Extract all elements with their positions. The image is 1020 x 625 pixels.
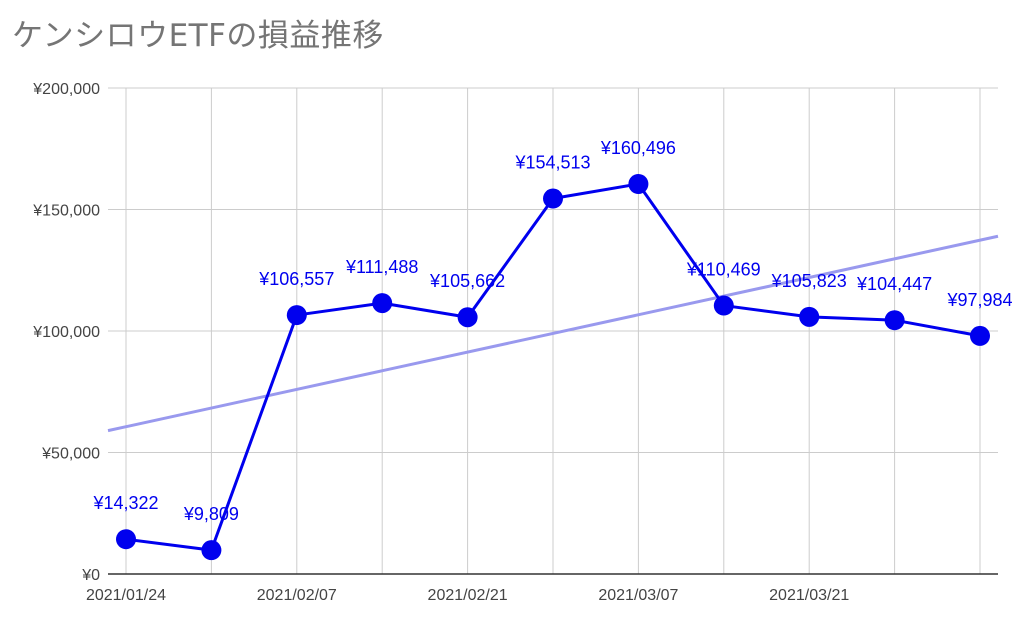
data-point (116, 529, 136, 550)
data-points (116, 173, 990, 561)
y-tick-label: ¥0 (81, 567, 100, 584)
x-axis-ticks: 2021/01/24 2021/02/07 2021/02/21 2021/03/07… (86, 587, 849, 604)
data-point (713, 295, 734, 316)
data-label: ¥105,662 (429, 271, 505, 291)
data-point (372, 293, 393, 314)
chart-title: ケンシロウETFの損益推移 (12, 18, 384, 54)
y-tick-label: ¥150,000 (32, 203, 100, 220)
x-tick-label: 2021/03/21 (769, 587, 849, 604)
x-tick-label: 2021/01/24 (86, 587, 166, 604)
data-point (201, 540, 222, 561)
x-tick-label: 2021/03/07 (598, 587, 678, 604)
data-label: ¥110,469 (686, 260, 761, 280)
x-tick-label: 2021/02/07 (257, 587, 337, 604)
data-point (457, 307, 478, 328)
data-label: ¥14,322 (92, 493, 158, 513)
y-axis-ticks: ¥0 ¥50,000 ¥100,000 ¥150,000 ¥200,000 (32, 81, 100, 584)
data-point (884, 310, 905, 331)
data-point (970, 325, 990, 346)
data-point (799, 306, 820, 327)
data-label: ¥160,496 (600, 138, 676, 158)
data-label: ¥104,447 (856, 274, 932, 294)
data-point (628, 173, 649, 194)
data-label: ¥106,557 (258, 269, 334, 289)
data-label: ¥9,809 (183, 504, 239, 524)
x-tick-label: 2021/02/21 (428, 587, 508, 604)
data-label: ¥105,823 (771, 271, 847, 291)
trendline-line (107, 234, 999, 433)
trendline (107, 234, 999, 433)
y-tick-label: ¥100,000 (32, 324, 100, 341)
data-label: ¥154,513 (514, 153, 590, 173)
y-tick-label: ¥50,000 (41, 446, 100, 463)
data-point (286, 305, 307, 326)
data-point (543, 188, 563, 209)
data-labels: ¥14,322 ¥9,809 ¥106,557 ¥111,488 ¥105,662 ¥15… (92, 138, 1012, 524)
data-label: ¥111,488 (345, 257, 418, 277)
data-label: ¥97,984 (946, 290, 1012, 310)
y-tick-label: ¥200,000 (32, 81, 100, 98)
